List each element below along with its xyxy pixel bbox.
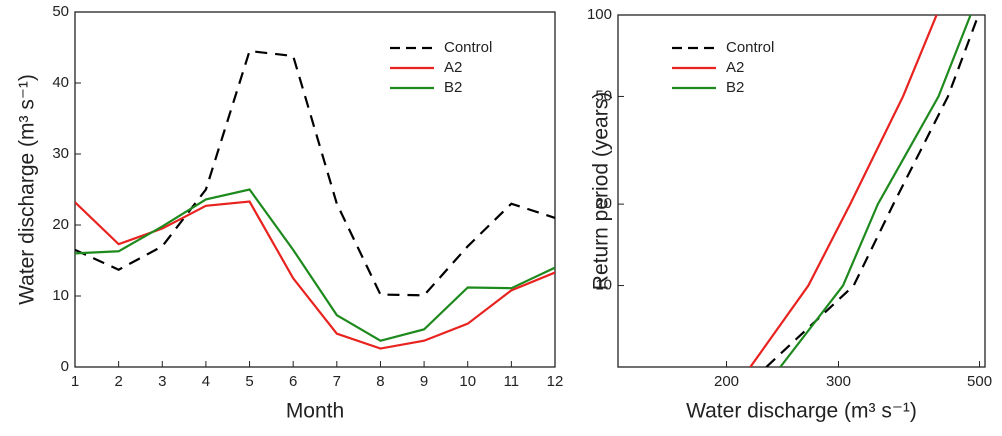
x-tick-label: 8 bbox=[376, 373, 384, 390]
series-line bbox=[765, 15, 980, 367]
legend-label: Control bbox=[444, 39, 492, 56]
x-tick-label: 300 bbox=[826, 373, 851, 390]
series-line bbox=[75, 49, 555, 297]
y-tick-label: 10 bbox=[52, 287, 69, 304]
y-tick-label: 50 bbox=[52, 3, 69, 20]
series-line bbox=[779, 15, 972, 367]
x-tick-label: 6 bbox=[289, 373, 297, 390]
x-axis-title: Month bbox=[286, 400, 344, 423]
x-tick-label: 2 bbox=[114, 373, 122, 390]
x-tick-label: 3 bbox=[158, 373, 166, 390]
y-tick-label: 50 bbox=[595, 87, 612, 104]
x-tick-label: 12 bbox=[547, 373, 564, 390]
y-tick-label: 20 bbox=[52, 216, 69, 233]
legend-label: B2 bbox=[444, 79, 462, 96]
plot-frame bbox=[74, 11, 556, 368]
x-tick-label: 200 bbox=[714, 373, 739, 390]
y-tick-label: 40 bbox=[52, 74, 69, 91]
y-axis-title: Return period (years) bbox=[590, 92, 613, 290]
x-tick-label: 9 bbox=[420, 373, 428, 390]
x-tick-label: 7 bbox=[333, 373, 341, 390]
x-tick-label: 10 bbox=[459, 373, 476, 390]
legend-label: Control bbox=[726, 39, 774, 56]
x-tick-label: 1 bbox=[71, 373, 79, 390]
x-tick-label: 500 bbox=[967, 373, 992, 390]
x-axis-title: Water discharge (m³ s⁻¹) bbox=[686, 400, 917, 423]
x-tick-label: 11 bbox=[504, 373, 520, 390]
y-tick-label: 10 bbox=[595, 277, 612, 294]
plot-frame bbox=[617, 14, 986, 368]
series-line bbox=[75, 200, 555, 350]
series-line bbox=[749, 15, 938, 367]
x-tick-label: 5 bbox=[245, 373, 253, 390]
x-tick-label: 4 bbox=[202, 373, 210, 390]
legend-label: B2 bbox=[726, 79, 744, 96]
y-tick-label: 100 bbox=[587, 6, 612, 23]
y-tick-label: 0 bbox=[61, 358, 69, 375]
y-axis-title: Water discharge (m³ s⁻¹) bbox=[16, 74, 39, 305]
y-tick-label: 30 bbox=[52, 145, 69, 162]
y-tick-label: 20 bbox=[595, 195, 612, 212]
series-line bbox=[75, 188, 555, 342]
legend-label: A2 bbox=[444, 59, 462, 76]
legend-label: A2 bbox=[726, 59, 744, 76]
